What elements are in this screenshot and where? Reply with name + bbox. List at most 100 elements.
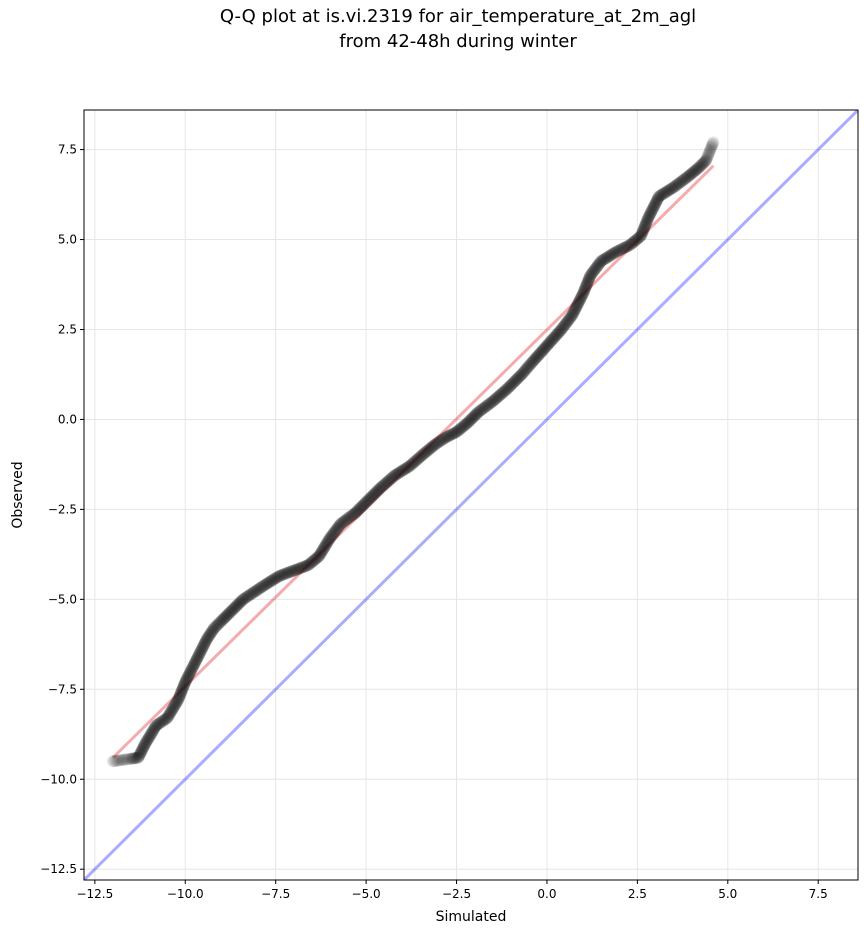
qq-point	[250, 584, 263, 597]
qq-point	[689, 164, 702, 177]
qq-point	[360, 495, 373, 508]
qq-point	[431, 436, 444, 449]
qq-point	[612, 244, 625, 257]
qq-point	[641, 214, 654, 227]
qq-point	[164, 706, 177, 719]
qq-point	[144, 728, 157, 741]
qq-point	[695, 159, 708, 172]
qq-point	[473, 405, 486, 418]
qq-point	[442, 430, 455, 443]
qq-point	[447, 427, 460, 440]
qq-point	[116, 753, 129, 766]
qq-point	[683, 169, 696, 182]
qq-point	[159, 712, 172, 725]
qq-point	[449, 426, 462, 439]
qq-point	[305, 556, 318, 569]
qq-point	[317, 543, 330, 556]
qq-point	[146, 724, 159, 737]
qq-point	[587, 265, 600, 278]
qq-point	[238, 592, 251, 605]
qq-point	[313, 548, 326, 561]
qq-point	[269, 572, 282, 585]
qq-point	[524, 358, 537, 371]
qq-point	[194, 645, 207, 658]
qq-point	[154, 716, 167, 729]
qq-point	[467, 410, 480, 423]
qq-point	[351, 504, 364, 517]
qq-point	[383, 474, 396, 487]
qq-point	[323, 532, 336, 545]
qq-point	[145, 727, 158, 740]
qq-point	[323, 533, 336, 546]
qq-point	[274, 569, 287, 582]
qq-point	[588, 264, 601, 277]
qq-point	[293, 562, 306, 575]
qq-point	[381, 475, 394, 488]
qq-point	[495, 388, 508, 401]
qq-point	[596, 254, 609, 267]
x-tick-label: −10.0	[167, 887, 204, 901]
qq-point	[311, 551, 324, 564]
qq-point	[570, 300, 583, 313]
qq-point	[158, 713, 171, 726]
qq-point	[392, 466, 405, 479]
qq-point	[576, 288, 589, 301]
x-tick-label: −12.5	[76, 887, 113, 901]
qq-point	[546, 333, 559, 346]
qq-point	[605, 248, 618, 261]
qq-point	[314, 547, 327, 560]
qq-point	[425, 441, 438, 454]
qq-point	[670, 179, 683, 192]
qq-point	[287, 564, 300, 577]
qq-point	[540, 339, 553, 352]
qq-point	[639, 217, 652, 230]
qq-point	[138, 738, 151, 751]
qq-point	[242, 589, 255, 602]
qq-point	[530, 351, 543, 364]
qq-point	[581, 275, 594, 288]
qq-point	[636, 226, 649, 239]
qq-point	[125, 752, 138, 765]
qq-point	[408, 456, 421, 469]
qq-point	[402, 461, 415, 474]
qq-point	[438, 432, 451, 445]
qq-point	[497, 386, 510, 399]
qq-point	[219, 610, 232, 623]
qq-point	[175, 686, 188, 699]
qq-point	[266, 574, 279, 587]
qq-point	[445, 428, 458, 441]
qq-point	[124, 752, 137, 765]
qq-point	[262, 576, 275, 589]
qq-point	[137, 741, 150, 754]
qq-point	[637, 223, 650, 236]
qq-point	[597, 253, 610, 266]
qq-point	[252, 583, 265, 596]
qq-point	[108, 755, 121, 768]
qq-point	[658, 187, 671, 200]
qq-point	[485, 396, 498, 409]
qq-point	[290, 563, 303, 576]
x-axis-ticks: −12.5 −10.0 −7.5 −5.0 −2.5 0.0 2.5 5.0 7.5	[76, 880, 828, 901]
qq-point	[476, 403, 489, 416]
qq-point	[575, 290, 588, 303]
qq-point	[432, 435, 445, 448]
qq-point	[130, 751, 143, 764]
qq-point	[619, 241, 632, 254]
qq-point	[531, 350, 544, 363]
qq-point	[650, 196, 663, 209]
qq-point	[577, 286, 590, 299]
qq-point	[216, 613, 229, 626]
qq-point	[151, 718, 164, 731]
qq-point	[420, 445, 433, 458]
qq-point	[234, 595, 247, 608]
qq-point	[592, 259, 605, 272]
qq-point	[632, 231, 645, 244]
qq-point	[373, 482, 386, 495]
qq-point	[631, 232, 644, 245]
qq-point	[706, 137, 719, 150]
qq-point	[359, 497, 372, 510]
qq-point	[355, 500, 368, 513]
qq-point	[622, 239, 635, 252]
qq-point	[249, 585, 262, 598]
qq-point	[662, 184, 675, 197]
